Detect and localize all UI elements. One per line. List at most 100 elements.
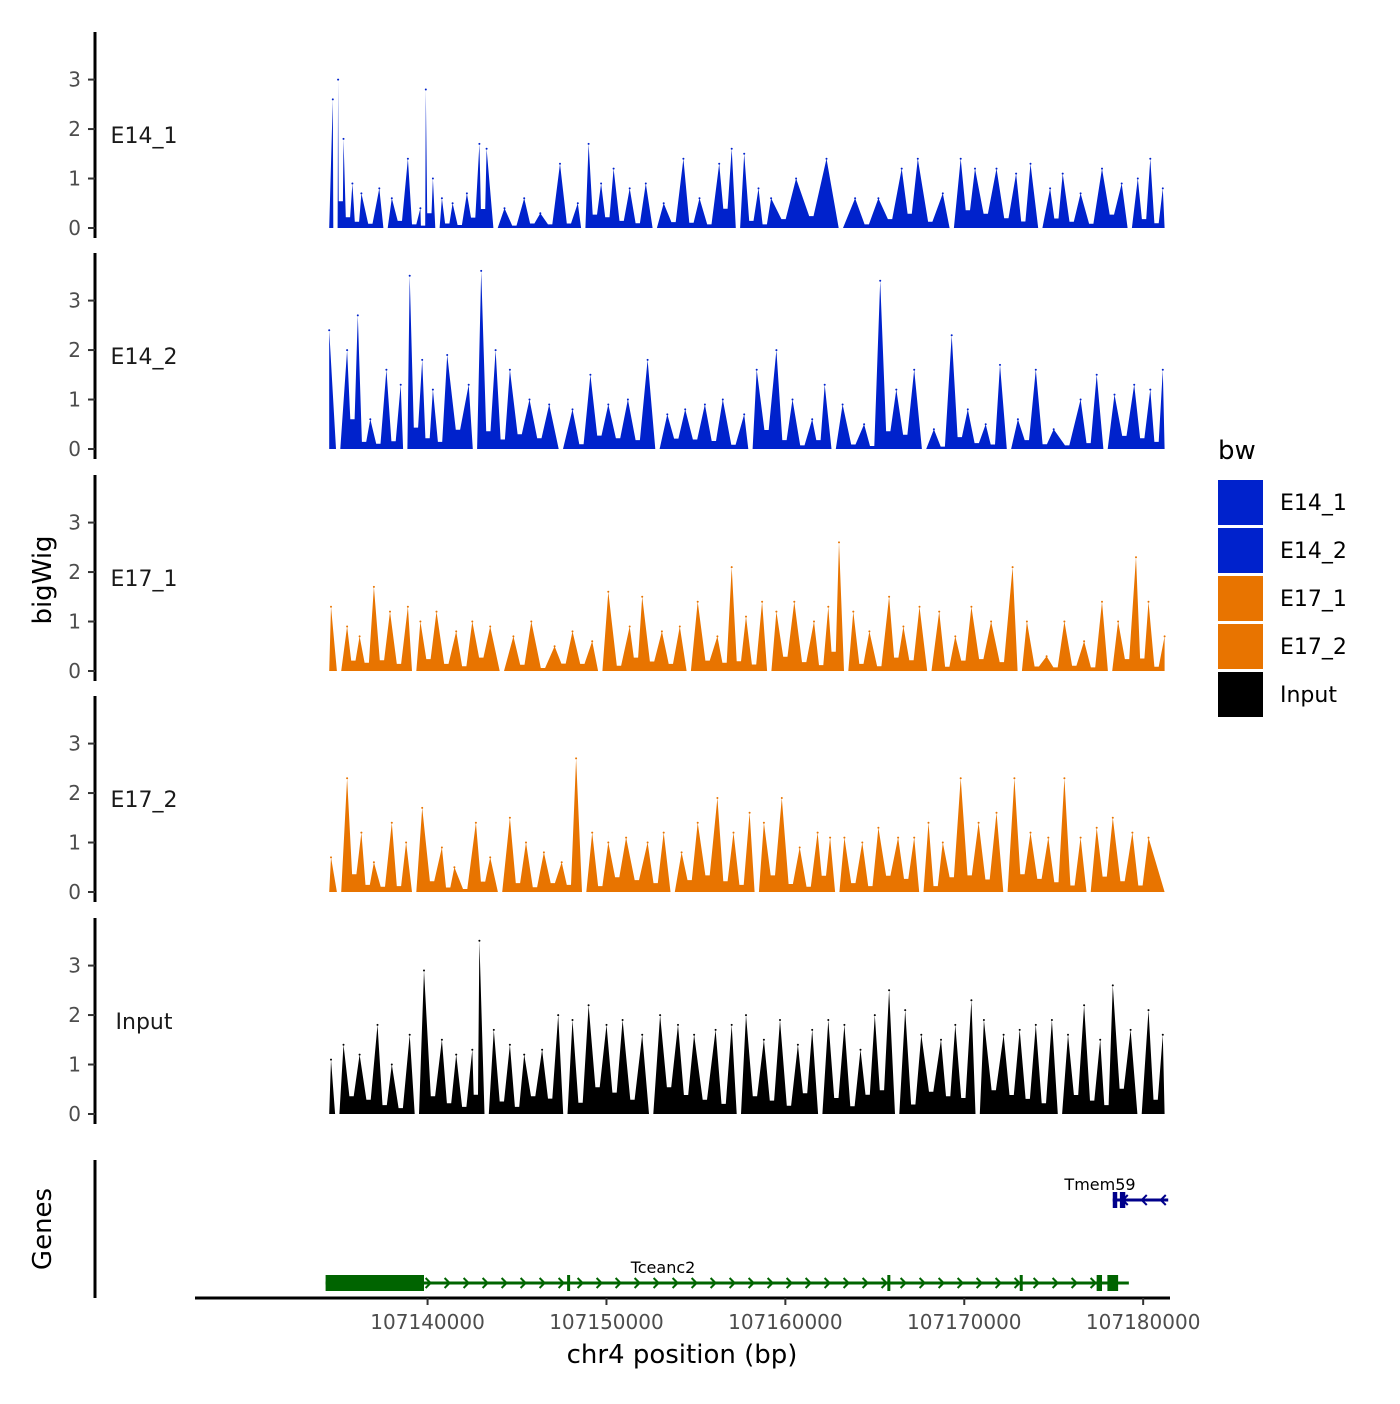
peak-point bbox=[360, 831, 363, 834]
peak-point bbox=[920, 1033, 923, 1036]
strand-arrow bbox=[1159, 1194, 1167, 1206]
peak-point bbox=[1101, 600, 1103, 603]
peak-point bbox=[644, 182, 647, 185]
x-tick-label: 107180000 bbox=[1086, 1310, 1201, 1334]
peak-point bbox=[1016, 418, 1019, 421]
peak-point bbox=[378, 187, 381, 190]
legend-item-E17_1: E17_1 bbox=[1218, 576, 1347, 621]
peak-point bbox=[557, 1014, 560, 1017]
strand-arrow bbox=[975, 1277, 984, 1289]
peak-point bbox=[941, 841, 944, 844]
peak-point bbox=[1147, 600, 1150, 603]
peak-point bbox=[954, 1023, 957, 1026]
peak-point bbox=[1029, 831, 1032, 834]
peak-point bbox=[1113, 393, 1116, 396]
peak-point bbox=[1025, 620, 1028, 623]
peak-point bbox=[984, 423, 987, 426]
peak-point bbox=[1111, 984, 1114, 987]
peak-point bbox=[571, 408, 574, 411]
track-Input: 0 1 2 3 Input bbox=[68, 918, 1165, 1126]
y-tick-label: 0 bbox=[68, 216, 81, 240]
peak-point bbox=[431, 177, 434, 180]
peak-point bbox=[419, 620, 422, 623]
y-tick-label: 0 bbox=[68, 659, 81, 683]
peak-point bbox=[927, 821, 930, 824]
peak-point bbox=[970, 999, 973, 1002]
peak-point bbox=[1015, 172, 1018, 175]
peak-point bbox=[904, 1009, 907, 1012]
peak-point bbox=[523, 197, 526, 200]
peak-point bbox=[941, 192, 944, 195]
peak-point bbox=[730, 1023, 733, 1026]
exon bbox=[567, 1275, 571, 1291]
y-tick-label: 2 bbox=[68, 781, 81, 805]
peak-point bbox=[421, 358, 424, 361]
peak-point bbox=[793, 600, 796, 603]
peak-point bbox=[1101, 167, 1103, 170]
strand-arrow bbox=[462, 1277, 471, 1289]
y-tick-label: 3 bbox=[68, 954, 81, 978]
peak-point bbox=[897, 836, 900, 839]
strand-arrow bbox=[690, 1277, 699, 1289]
peak-point bbox=[1095, 373, 1098, 376]
peak-point bbox=[1045, 655, 1048, 658]
peak-point bbox=[542, 851, 545, 854]
strand-arrow bbox=[823, 1277, 832, 1289]
peak-point bbox=[1147, 1009, 1150, 1012]
peak-point bbox=[1013, 777, 1016, 780]
peak-point bbox=[358, 1053, 361, 1056]
peak-point bbox=[757, 187, 760, 190]
strand-arrow bbox=[633, 1277, 642, 1289]
genes-group: Tceanc2 Tmem59 bbox=[93, 1160, 1169, 1298]
peak-point bbox=[811, 418, 814, 421]
x-tick-label: 107140000 bbox=[370, 1310, 485, 1334]
strand-arrow bbox=[994, 1277, 1003, 1289]
y-tick-label: 2 bbox=[68, 338, 81, 362]
peak-point bbox=[489, 856, 492, 859]
y-tick-label: 1 bbox=[68, 831, 81, 855]
peak-point bbox=[755, 368, 758, 371]
peak-point bbox=[877, 826, 880, 829]
peak-point bbox=[698, 197, 701, 200]
peak-point bbox=[879, 279, 882, 282]
peak-point bbox=[959, 777, 962, 780]
x-tick-label: 107150000 bbox=[549, 1310, 664, 1334]
legend-label: E14_2 bbox=[1280, 539, 1347, 564]
peak-point bbox=[918, 605, 921, 608]
peak-point bbox=[455, 1053, 458, 1056]
peak-point bbox=[478, 939, 481, 942]
y-tick-label: 1 bbox=[68, 167, 81, 191]
peak-point bbox=[902, 625, 905, 628]
legend: bw E14_1 E14_2 E17_1 E17_2 Input bbox=[1218, 436, 1347, 717]
strand-arrow bbox=[443, 1277, 452, 1289]
peak-point bbox=[446, 354, 449, 356]
gene-label-Tceanc2: Tceanc2 bbox=[630, 1258, 696, 1277]
y-tick-label: 3 bbox=[68, 511, 81, 535]
peak-point bbox=[485, 147, 488, 150]
peak-point bbox=[376, 1023, 379, 1026]
legend-item-E14_1: E14_1 bbox=[1218, 480, 1347, 525]
legend-item-E14_2: E14_2 bbox=[1218, 528, 1347, 573]
peak-point bbox=[1135, 556, 1137, 559]
peak-point bbox=[548, 403, 551, 406]
peak-point bbox=[659, 1014, 662, 1017]
peak-point bbox=[1029, 162, 1032, 165]
peak-point bbox=[607, 590, 610, 593]
peak-point bbox=[732, 831, 735, 834]
peak-point bbox=[977, 821, 980, 824]
exon bbox=[325, 1275, 424, 1291]
peak-point bbox=[539, 212, 542, 215]
peak-point bbox=[730, 147, 733, 150]
peak-point bbox=[587, 142, 590, 145]
exon bbox=[1019, 1275, 1023, 1291]
peak-point bbox=[1067, 1033, 1069, 1036]
peak-point bbox=[423, 969, 425, 972]
peak-point bbox=[859, 1048, 862, 1051]
strand-arrow bbox=[861, 1277, 870, 1289]
peak-point bbox=[682, 157, 685, 160]
peak-point bbox=[940, 1038, 942, 1041]
peak-point bbox=[471, 1048, 474, 1051]
peak-point bbox=[1063, 620, 1066, 623]
